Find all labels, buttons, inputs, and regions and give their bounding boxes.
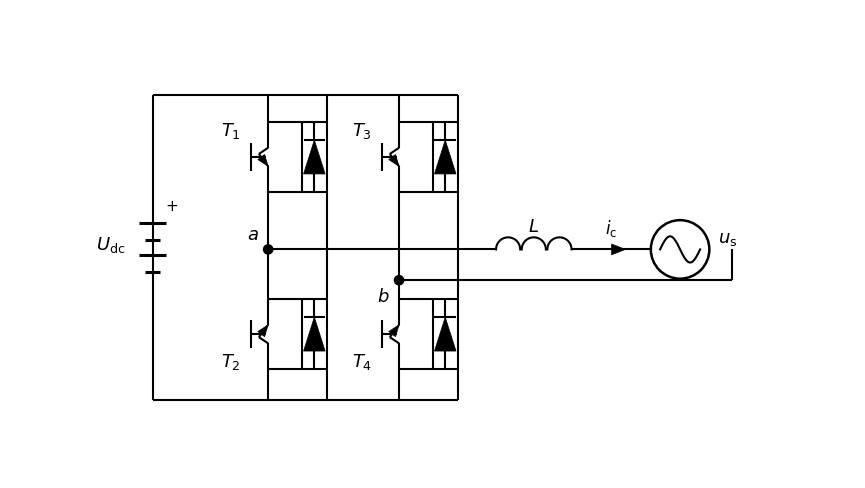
Text: $L$: $L$ (529, 218, 539, 236)
Text: $T_4$: $T_4$ (352, 351, 372, 371)
Text: $U_{\mathrm{dc}}$: $U_{\mathrm{dc}}$ (96, 234, 125, 254)
Polygon shape (388, 155, 399, 167)
Text: $T_3$: $T_3$ (352, 121, 372, 141)
Text: +: + (165, 198, 178, 213)
Polygon shape (304, 141, 325, 175)
Polygon shape (388, 325, 399, 337)
Text: $u_{\mathrm{s}}$: $u_{\mathrm{s}}$ (718, 229, 738, 247)
Polygon shape (258, 155, 268, 167)
Text: $i_{\mathrm{c}}$: $i_{\mathrm{c}}$ (606, 218, 618, 239)
Text: $T_1$: $T_1$ (221, 121, 241, 141)
Polygon shape (434, 141, 456, 175)
Text: $T_2$: $T_2$ (221, 351, 241, 371)
Text: $b$: $b$ (377, 287, 390, 305)
Circle shape (264, 245, 272, 255)
Polygon shape (434, 318, 456, 351)
Text: $a$: $a$ (247, 225, 259, 244)
Polygon shape (612, 244, 625, 255)
Circle shape (394, 276, 404, 285)
Polygon shape (258, 325, 268, 337)
Polygon shape (304, 318, 325, 351)
